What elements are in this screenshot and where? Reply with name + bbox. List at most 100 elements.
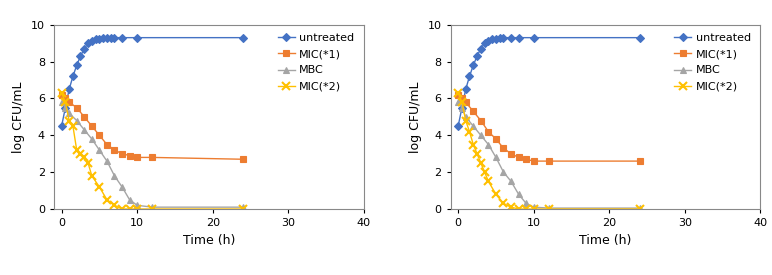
MIC(*1) <box>110 148 119 152</box>
Line: MIC(*1): MIC(*1) <box>59 92 245 162</box>
MIC(*1) <box>80 115 89 119</box>
untreated <box>106 36 115 39</box>
Line: MIC(*2): MIC(*2) <box>454 89 644 213</box>
Line: MIC(*2): MIC(*2) <box>57 89 247 213</box>
MBC <box>103 160 112 163</box>
untreated <box>68 75 77 78</box>
untreated <box>506 36 516 39</box>
MIC(*1) <box>529 160 538 163</box>
MIC(*2) <box>83 161 93 164</box>
MIC(*2) <box>465 130 474 133</box>
untreated <box>491 37 500 40</box>
untreated <box>480 42 489 45</box>
MIC(*2) <box>68 124 77 128</box>
untreated <box>461 87 470 91</box>
MBC <box>529 205 538 209</box>
MIC(*2) <box>472 152 482 155</box>
MIC(*2) <box>110 204 119 207</box>
MIC(*1) <box>506 152 516 155</box>
X-axis label: Time (h): Time (h) <box>183 233 235 247</box>
MIC(*1) <box>453 93 462 97</box>
Legend: untreated, MIC(*1), MBC, MIC(*2): untreated, MIC(*1), MBC, MIC(*2) <box>273 29 358 96</box>
MIC(*1) <box>125 154 134 157</box>
MBC <box>484 143 493 146</box>
MIC(*1) <box>484 130 493 133</box>
X-axis label: Time (h): Time (h) <box>579 233 631 247</box>
MIC(*2) <box>499 202 508 205</box>
MIC(*2) <box>480 170 489 174</box>
MIC(*2) <box>484 180 493 183</box>
untreated <box>117 36 127 39</box>
MIC(*2) <box>147 207 157 211</box>
MIC(*2) <box>544 207 554 211</box>
MIC(*1) <box>133 156 142 159</box>
untreated <box>61 106 70 109</box>
MBC <box>147 205 157 209</box>
MBC <box>461 115 470 119</box>
MIC(*2) <box>453 91 462 95</box>
MBC <box>72 119 81 122</box>
MIC(*2) <box>117 207 127 211</box>
MIC(*1) <box>239 158 248 161</box>
MIC(*1) <box>469 110 478 113</box>
untreated <box>57 124 66 128</box>
MBC <box>635 207 644 210</box>
MIC(*1) <box>514 156 523 159</box>
MIC(*2) <box>103 198 112 201</box>
untreated <box>76 54 85 58</box>
untreated <box>99 36 108 39</box>
MIC(*1) <box>461 100 470 104</box>
MBC <box>514 192 523 196</box>
MIC(*1) <box>103 143 112 146</box>
untreated <box>484 40 493 43</box>
MBC <box>522 202 531 205</box>
MIC(*2) <box>65 119 74 122</box>
MIC(*1) <box>65 100 74 104</box>
untreated <box>87 40 96 43</box>
untreated <box>499 36 508 39</box>
Line: untreated: untreated <box>59 35 245 129</box>
untreated <box>465 75 474 78</box>
MIC(*1) <box>491 137 500 141</box>
MBC <box>65 112 74 115</box>
MBC <box>499 170 508 174</box>
MIC(*1) <box>544 160 554 163</box>
MIC(*2) <box>469 143 478 146</box>
MIC(*2) <box>457 100 466 104</box>
untreated <box>453 124 462 128</box>
MIC(*1) <box>476 119 486 122</box>
MBC <box>457 106 466 109</box>
untreated <box>95 37 104 40</box>
untreated <box>488 38 497 41</box>
MIC(*2) <box>635 207 644 211</box>
MIC(*2) <box>529 207 538 211</box>
MBC <box>239 205 248 209</box>
MIC(*1) <box>87 124 96 128</box>
Y-axis label: log CFU/mL: log CFU/mL <box>12 81 25 153</box>
untreated <box>495 36 504 39</box>
MIC(*1) <box>95 134 104 137</box>
untreated <box>103 36 112 39</box>
MIC(*2) <box>514 207 523 211</box>
MBC <box>469 124 478 128</box>
MBC <box>491 156 500 159</box>
MIC(*2) <box>87 174 96 177</box>
MBC <box>476 134 486 137</box>
untreated <box>472 54 482 58</box>
MIC(*1) <box>522 158 531 161</box>
MIC(*1) <box>117 152 127 155</box>
MIC(*1) <box>635 160 644 163</box>
MIC(*2) <box>133 207 142 211</box>
MBC <box>125 198 134 201</box>
untreated <box>133 36 142 39</box>
untreated <box>72 64 81 67</box>
Legend: untreated, MIC(*1), MBC, MIC(*2): untreated, MIC(*1), MBC, MIC(*2) <box>670 29 755 96</box>
MIC(*2) <box>95 185 104 189</box>
untreated <box>457 106 466 109</box>
Line: MBC: MBC <box>59 99 245 210</box>
MBC <box>57 100 66 104</box>
MIC(*2) <box>491 192 500 196</box>
MIC(*2) <box>522 207 531 211</box>
untreated <box>476 47 486 50</box>
untreated <box>529 36 538 39</box>
